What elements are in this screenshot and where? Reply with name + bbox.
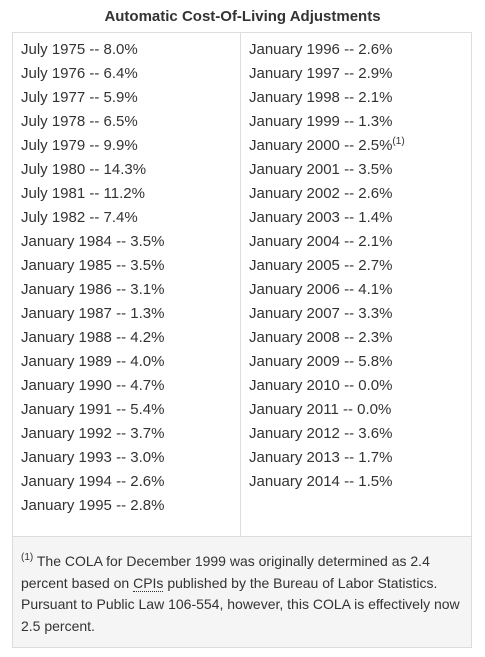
entry: July 1982 -- 7.4% <box>21 209 138 226</box>
entry: January 1985 -- 3.5% <box>21 257 165 274</box>
cola-table: July 1975 -- 8.0% July 1976 -- 6.4% July 1… <box>12 32 472 648</box>
footnote-text: The COLA for December 1999 was originall… <box>21 553 430 591</box>
entry: January 1991 -- 5.4% <box>21 401 165 418</box>
entry: January 2008 -- 2.3% <box>249 329 393 346</box>
entry: January 1993 -- 3.0% <box>21 449 165 466</box>
entry-text: January 2000 -- 2.5% <box>249 137 393 154</box>
entry: July 1977 -- 5.9% <box>21 89 138 106</box>
columns: July 1975 -- 8.0% July 1976 -- 6.4% July 1… <box>13 33 471 537</box>
entry: January 2014 -- 1.5% <box>249 473 393 490</box>
entry: January 1988 -- 4.2% <box>21 329 165 346</box>
entry: January 2003 -- 1.4% <box>249 209 393 226</box>
entry: January 1986 -- 3.1% <box>21 281 165 298</box>
abbreviation[interactable]: CPIs <box>133 574 164 592</box>
entry: January 2004 -- 2.1% <box>249 233 393 250</box>
entry: January 1997 -- 2.9% <box>249 65 393 82</box>
entry: January 1984 -- 3.5% <box>21 233 165 250</box>
entry: January 2010 -- 0.0% <box>249 377 393 394</box>
right-column: January 1996 -- 2.6% January 1997 -- 2.9%… <box>241 33 471 536</box>
entry: January 1992 -- 3.7% <box>21 425 165 442</box>
entry: July 1979 -- 9.9% <box>21 137 138 154</box>
entry: January 1994 -- 2.6% <box>21 473 165 490</box>
entry: January 2009 -- 5.8% <box>249 353 393 370</box>
left-column: July 1975 -- 8.0% July 1976 -- 6.4% July 1… <box>13 33 241 536</box>
entry: January 1998 -- 2.1% <box>249 89 393 106</box>
entry: January 2011 -- 0.0% <box>249 401 392 418</box>
entry: July 1981 -- 11.2% <box>21 185 145 202</box>
entry: January 1996 -- 2.6% <box>249 41 393 58</box>
entry: January 2002 -- 2.6% <box>249 185 393 202</box>
footnote-marker: (1) <box>21 552 34 563</box>
title: Automatic Cost-Of-Living Adjustments <box>104 8 381 25</box>
entry: July 1980 -- 14.3% <box>21 161 147 178</box>
entry: January 2013 -- 1.7% <box>249 449 393 466</box>
entry: January 2006 -- 4.1% <box>249 281 393 298</box>
entry: January 1987 -- 1.3% <box>21 305 165 322</box>
entry: January 2007 -- 3.3% <box>249 305 393 322</box>
entry: January 1989 -- 4.0% <box>21 353 165 370</box>
entry: January 2012 -- 3.6% <box>249 425 393 442</box>
entry: January 1999 -- 1.3% <box>249 113 393 130</box>
footnote-ref: (1) <box>392 136 405 147</box>
entry: July 1978 -- 6.5% <box>21 113 138 130</box>
entry: January 1990 -- 4.7% <box>21 377 165 394</box>
footnote-text: published by the Bureau of Labor Statist… <box>21 574 460 634</box>
entry: January 2005 -- 2.7% <box>249 257 393 274</box>
footnote: (1) The COLA for December 1999 was origi… <box>13 537 471 647</box>
entry: January 1995 -- 2.8% <box>21 497 165 514</box>
entry: January 2001 -- 3.5% <box>249 161 393 178</box>
entry: July 1976 -- 6.4% <box>21 65 138 82</box>
entry: July 1975 -- 8.0% <box>21 41 138 58</box>
entry: January 2000 -- 2.5%(1) <box>249 134 471 158</box>
